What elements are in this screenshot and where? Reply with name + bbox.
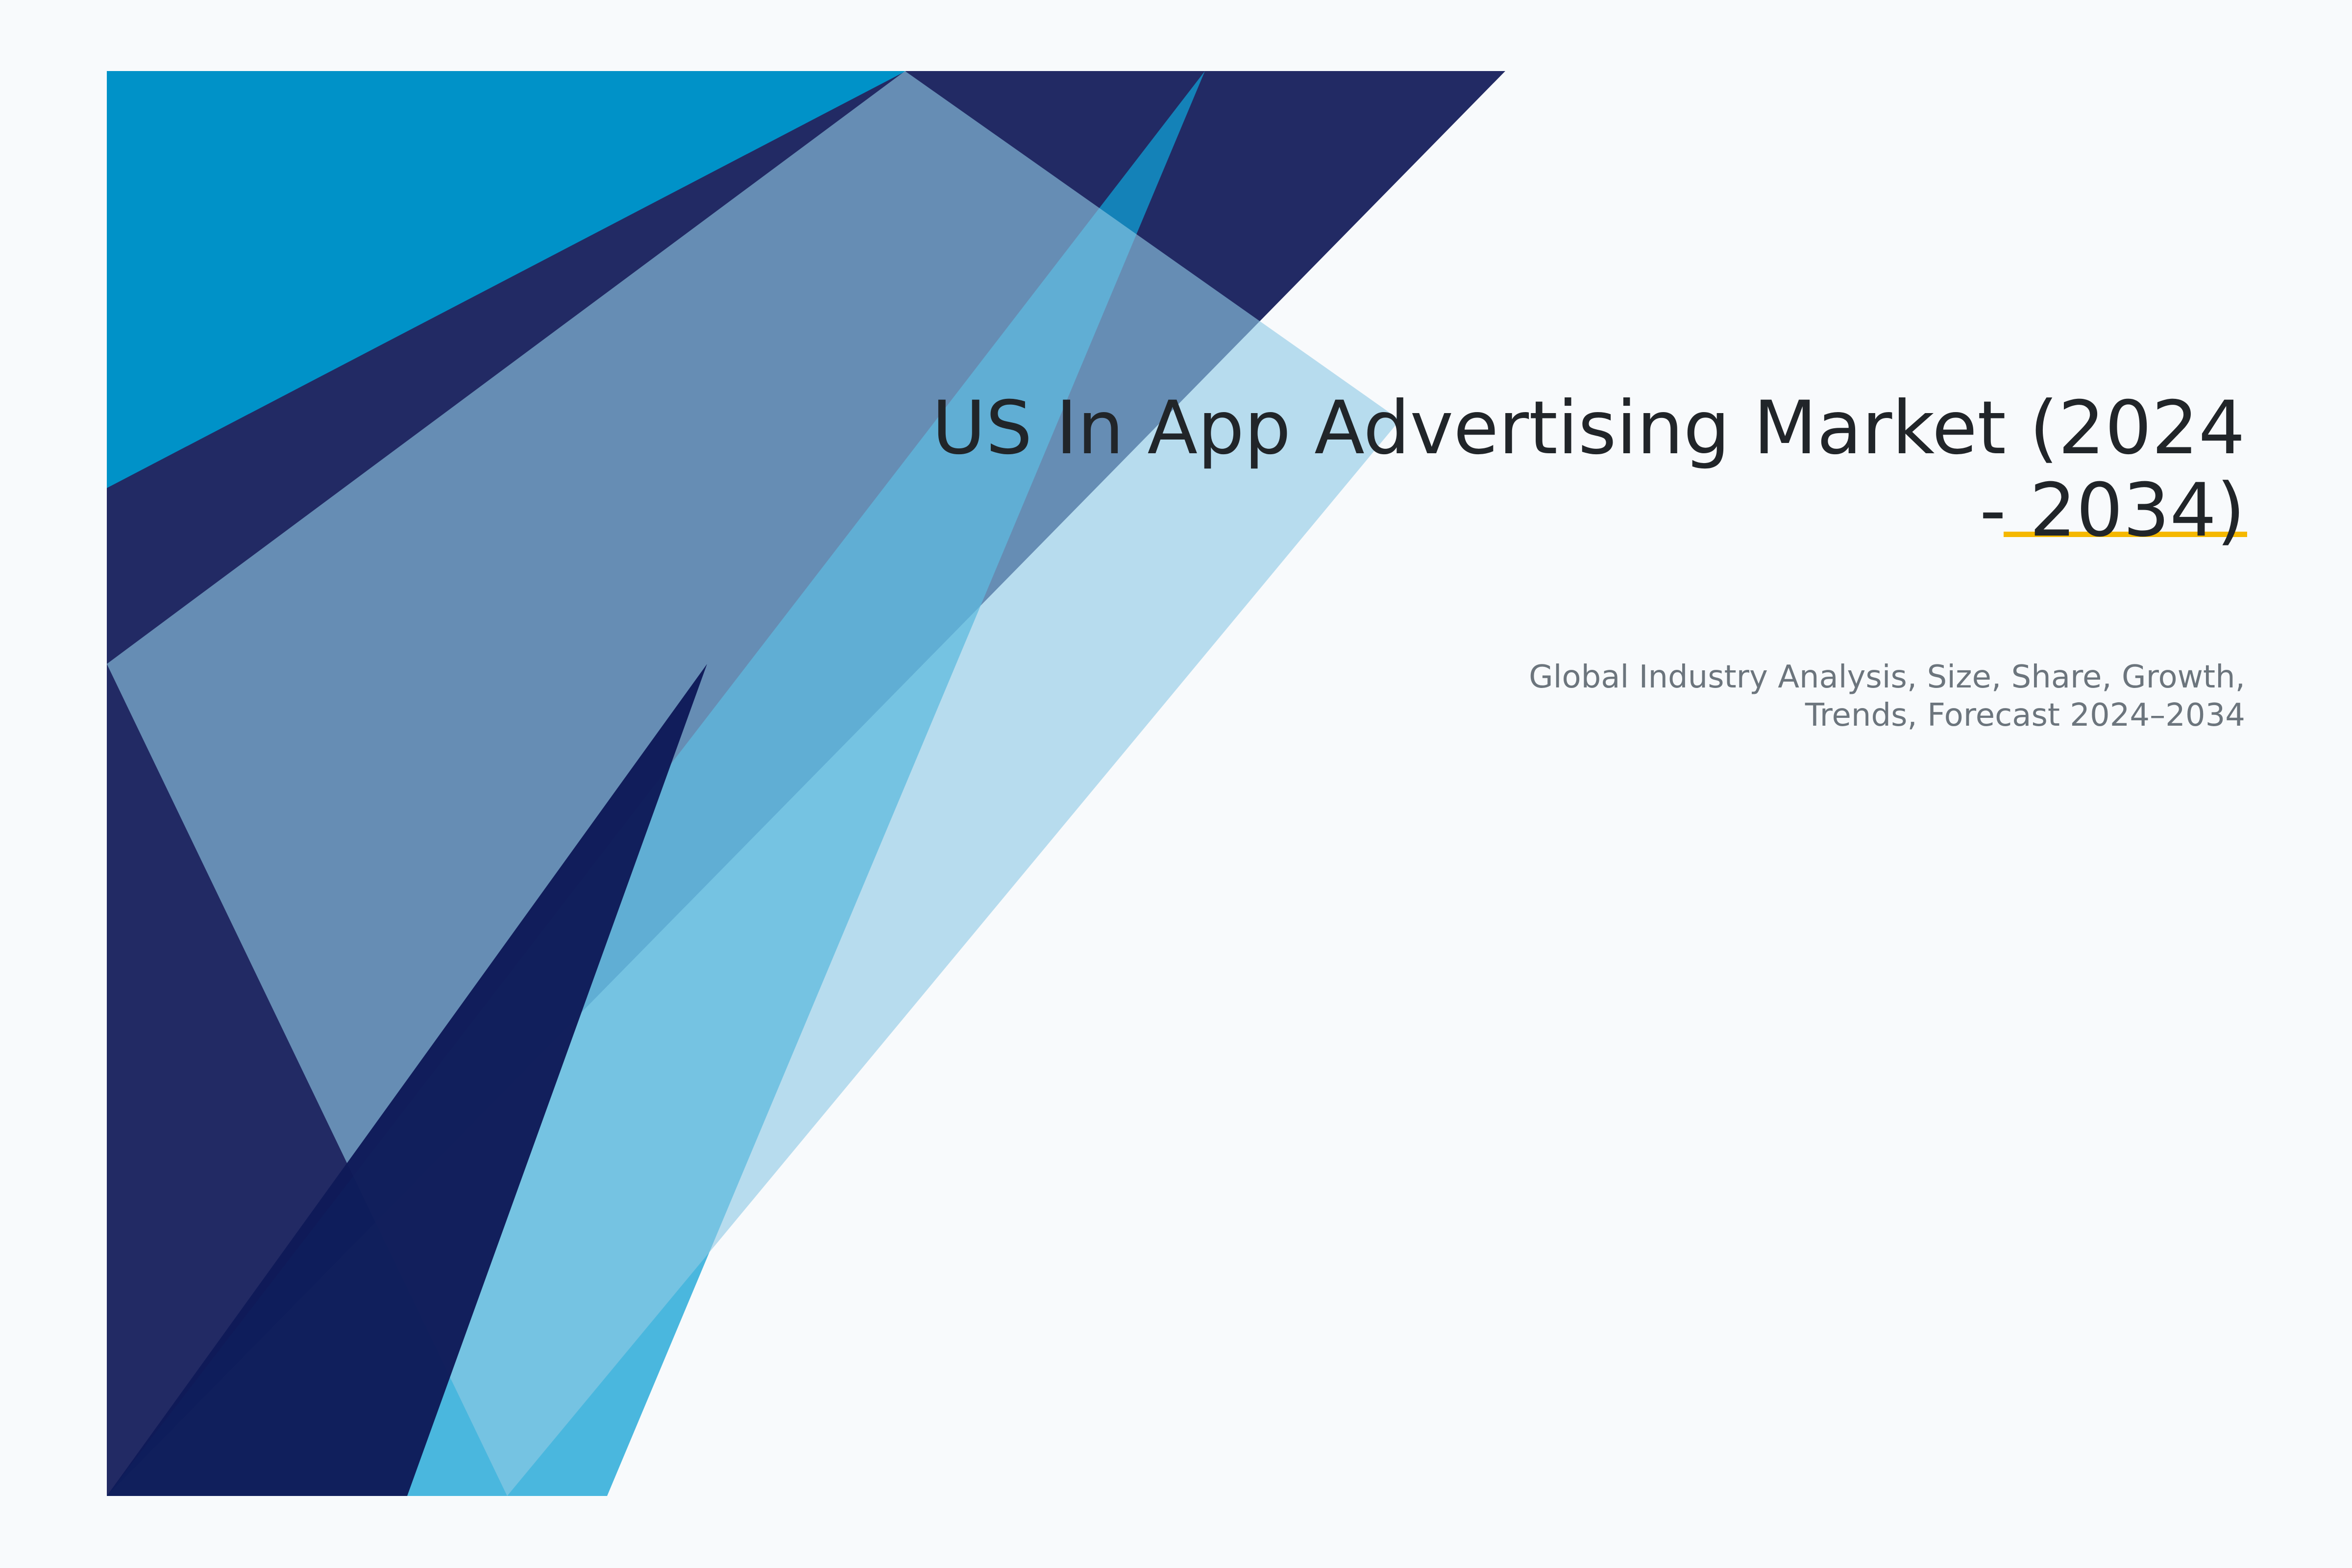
deep-navy-spike-shape [107, 664, 707, 1496]
title-accent-underline [2004, 532, 2247, 537]
page-title: US In App Advertising Market (2024 - 203… [931, 386, 2245, 553]
page-subtitle: Global Industry Analysis, Size, Share, G… [1529, 659, 2245, 734]
cyan-corner-shape [107, 71, 906, 488]
